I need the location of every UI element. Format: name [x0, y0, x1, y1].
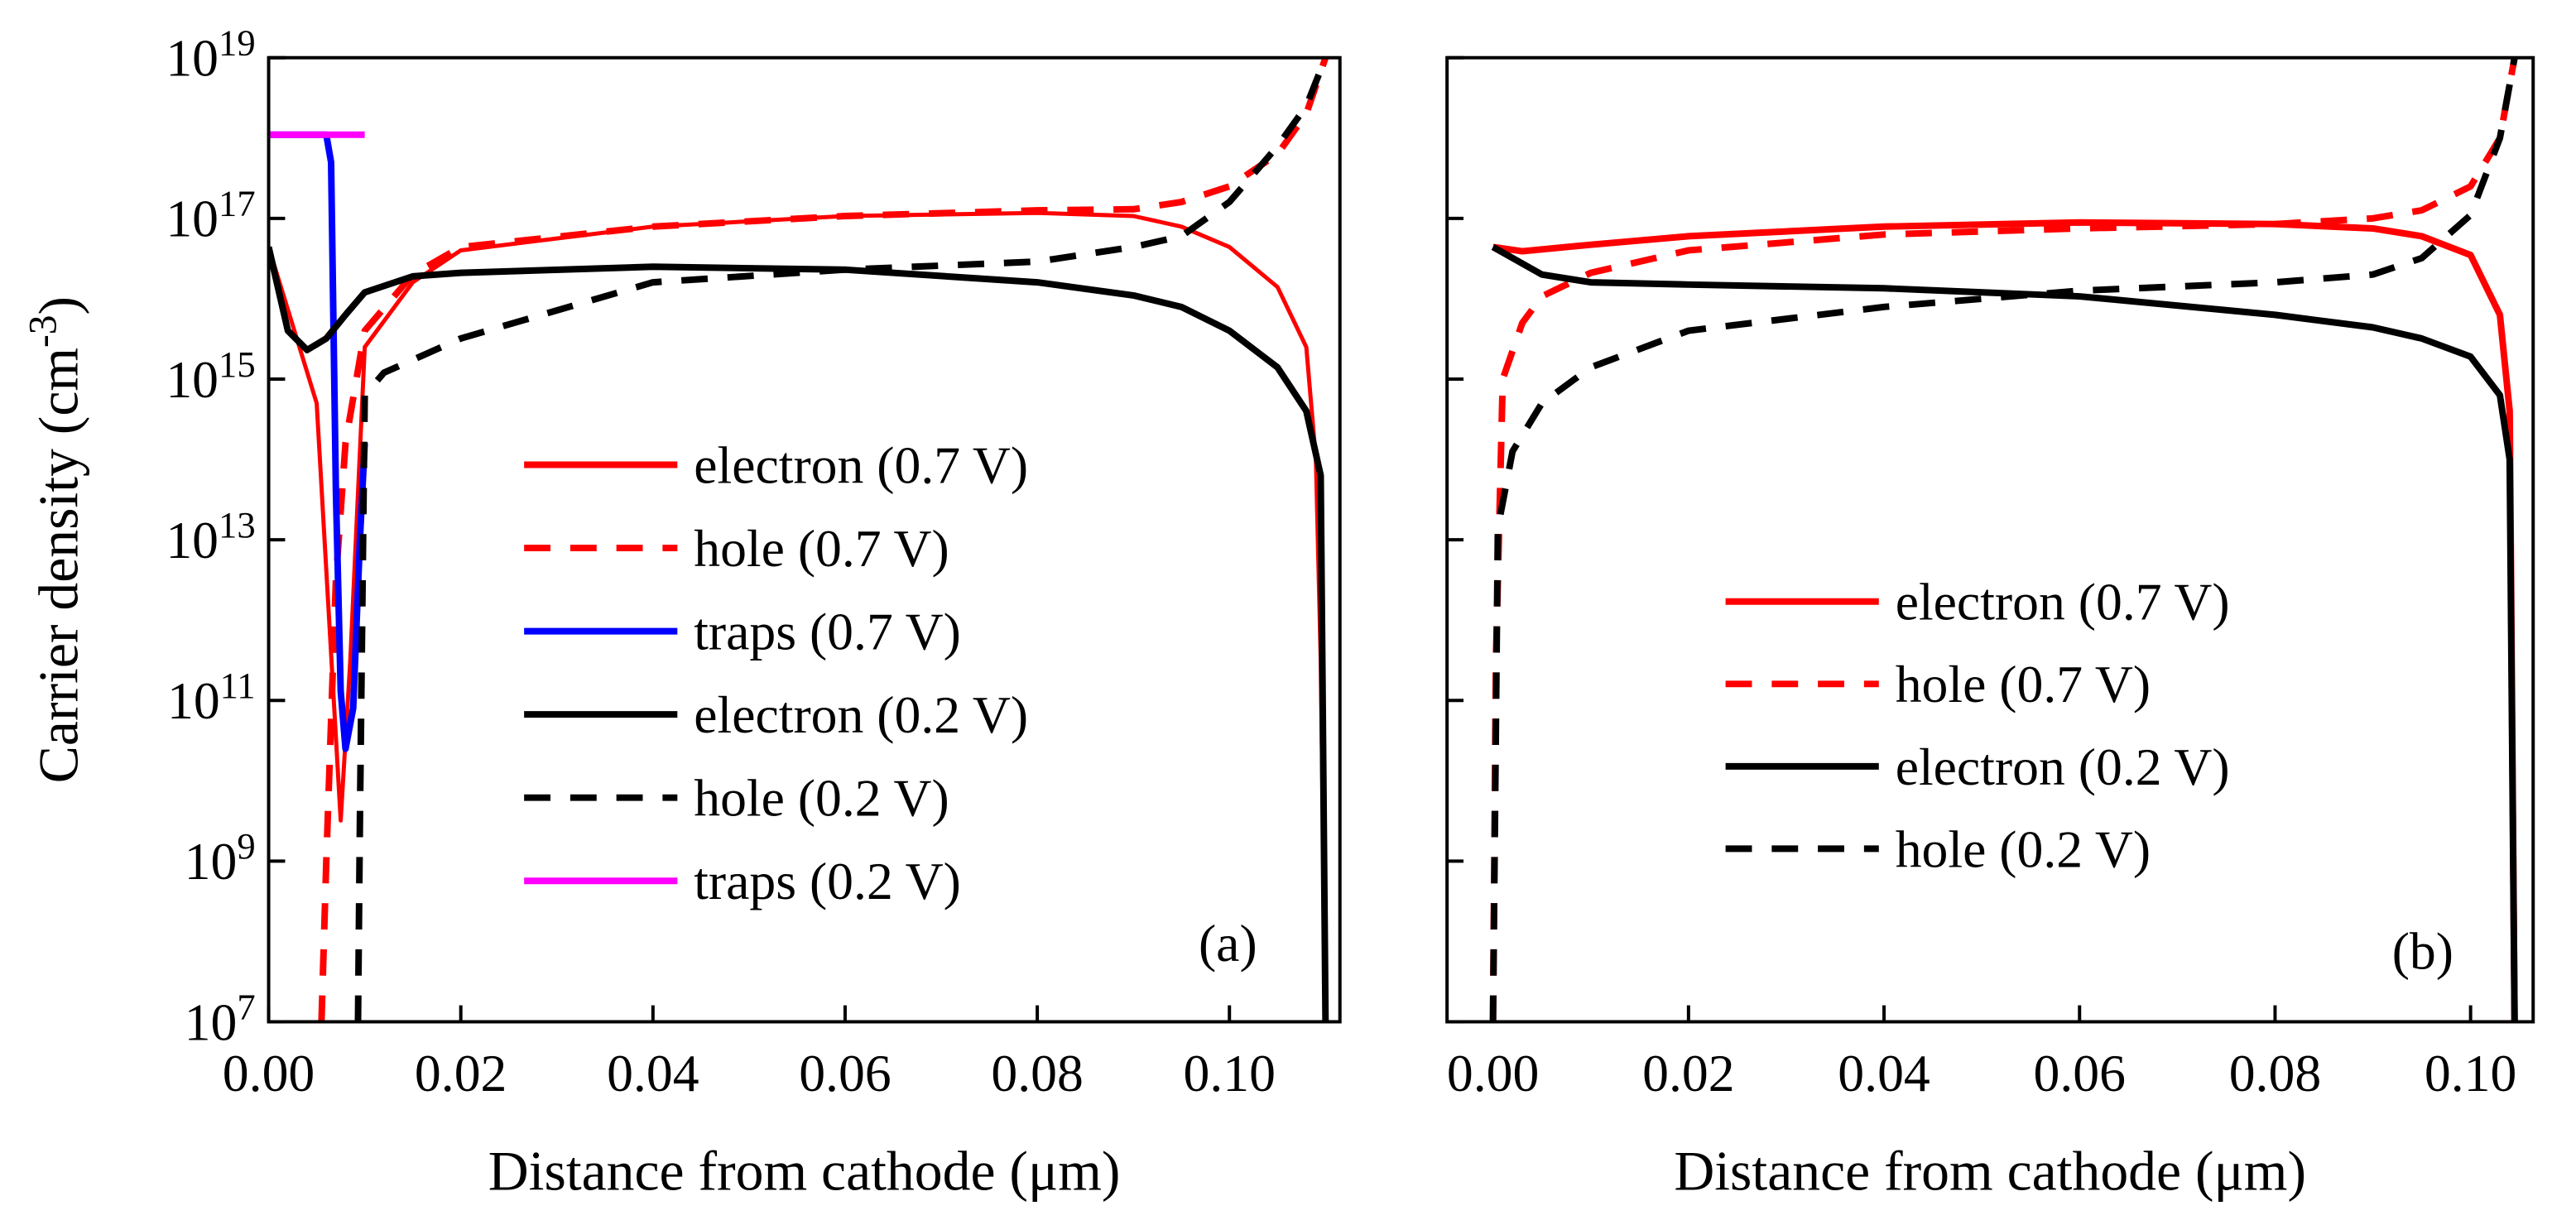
legend-label: electron (0.7 V) — [694, 435, 1028, 494]
annotation: (a) — [1199, 914, 1257, 973]
plot-lines — [268, 56, 1329, 1022]
legend-label: hole (0.2 V) — [694, 769, 949, 828]
x-tick-label: 0.00 — [223, 1044, 315, 1102]
legend-label: electron (0.2 V) — [694, 685, 1028, 744]
y-tick-label: 109 — [185, 825, 256, 891]
legend-label: hole (0.2 V) — [1896, 819, 2151, 878]
y-tick-label: 1019 — [166, 22, 255, 88]
legend-label: traps (0.7 V) — [694, 602, 961, 661]
series-line — [268, 246, 1329, 1022]
x-tick-label: 0.06 — [799, 1044, 891, 1102]
x-tick-label: 0.10 — [2425, 1044, 2516, 1102]
y-tick-label: 107 — [185, 986, 256, 1051]
x-tick-label: 0.10 — [1183, 1044, 1275, 1102]
x-tick-label: 0.06 — [2034, 1044, 2126, 1102]
x-tick-label: 0.02 — [415, 1044, 507, 1102]
legend-label: hole (0.7 V) — [694, 519, 949, 578]
x-tick-label: 0.00 — [1447, 1044, 1539, 1102]
x-tick-label: 0.08 — [2229, 1044, 2321, 1102]
annotation: (b) — [2392, 922, 2453, 981]
x-tick-label: 0.04 — [607, 1044, 699, 1102]
series-line — [1491, 243, 2518, 1022]
x-tick-label: 0.08 — [991, 1044, 1083, 1102]
series-line — [1489, 57, 2518, 1022]
series-line — [354, 56, 1329, 1022]
legend-label: hole (0.7 V) — [1896, 655, 2151, 713]
x-tick-label: 0.02 — [1642, 1044, 1734, 1102]
legend-label: electron (0.7 V) — [1896, 573, 2230, 632]
x-axis-title: Distance from cathode (μm) — [1674, 1141, 2306, 1203]
x-axis-title: Distance from cathode (μm) — [488, 1141, 1121, 1203]
plot-lines — [1489, 57, 2518, 1022]
y-tick-label: 1013 — [166, 504, 255, 569]
legend-label: electron (0.2 V) — [1896, 737, 2230, 796]
y-axis-title: Carrier density (cm-3) — [22, 296, 90, 783]
y-tick-label: 1015 — [166, 343, 255, 409]
x-tick-label: 0.04 — [1838, 1044, 1930, 1102]
y-tick-label: 1017 — [166, 183, 255, 248]
legend-label: traps (0.2 V) — [694, 852, 961, 910]
series-line — [268, 131, 368, 752]
series-line — [1489, 57, 2518, 1022]
y-tick-label: 1011 — [167, 665, 256, 730]
